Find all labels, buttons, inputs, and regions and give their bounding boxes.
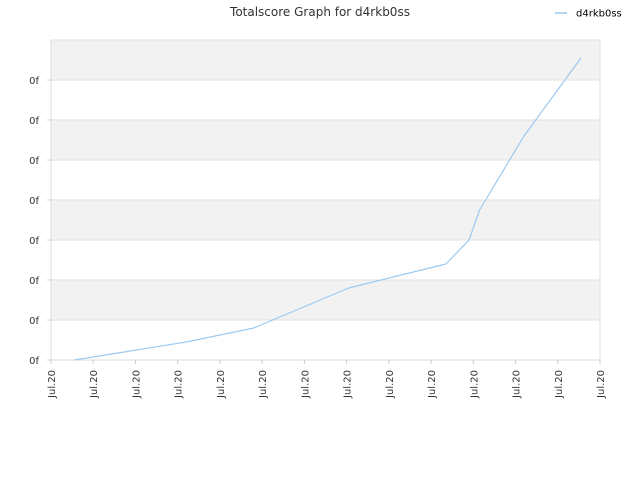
x-tick-label: Jul.20 [343, 370, 354, 399]
x-tick-label: Jul.20 [469, 370, 480, 399]
y-tick-label: 0f [29, 196, 39, 207]
y-axis-ticks: 0f 0f 0f 0f 0f 0f 0f 0f [29, 76, 51, 367]
x-tick-label: Jul.20 [554, 370, 565, 399]
y-tick-label: 0f [29, 356, 39, 367]
chart-title: Totalscore Graph for d4rkb0ss [229, 5, 410, 19]
y-tick-label: 0f [29, 236, 39, 247]
y-tick-label: 0f [29, 156, 39, 167]
y-tick-label: 0f [29, 316, 39, 327]
plot-band [51, 320, 600, 360]
x-tick-label: Jul.20 [300, 370, 311, 399]
x-tick-label: Jul.20 [216, 370, 227, 399]
plot-band [51, 40, 600, 80]
plot-band [51, 160, 600, 200]
series-layer [74, 57, 582, 361]
x-tick-label: Jul.20 [89, 370, 100, 399]
plot-background [50, 39, 601, 361]
legend-label-d4rkb0ss: d4rkb0ss [576, 9, 622, 20]
plot-band [51, 280, 600, 320]
x-tick-label: Jul.20 [596, 370, 607, 399]
y-tick-label: 0f [29, 116, 39, 127]
x-tick-label: Jul.20 [427, 370, 438, 399]
y-tick-label: 0f [29, 76, 39, 87]
gridlines [51, 39, 600, 321]
x-axis-ticks: Jul.20 Jul.20 Jul.20 Jul.20 Jul.20 Jul.20 Jul.… [47, 360, 607, 399]
x-tick-label: Jul.20 [47, 370, 58, 399]
legend: d4rkb0ss [555, 9, 622, 20]
x-tick-label: Jul.20 [512, 370, 523, 399]
series-line-d4rkb0ss [74, 57, 582, 361]
y-tick-label: 0f [29, 276, 39, 287]
plot-band [51, 80, 600, 120]
plot-band [51, 120, 600, 160]
plot-band [51, 200, 600, 240]
x-tick-label: Jul.20 [385, 370, 396, 399]
x-tick-label: Jul.20 [174, 370, 185, 399]
plot-band [51, 240, 600, 280]
x-tick-label: Jul.20 [131, 370, 142, 399]
x-tick-label: Jul.20 [258, 370, 269, 399]
